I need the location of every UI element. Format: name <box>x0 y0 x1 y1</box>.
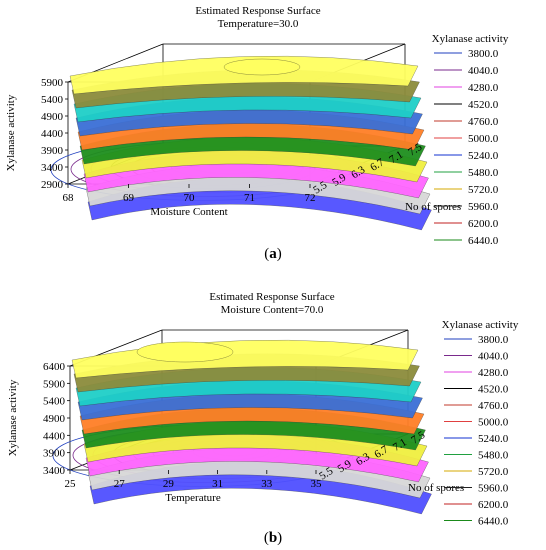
legend-title: Xylanase activity <box>442 319 519 331</box>
y-tick-label: 5400 <box>41 94 64 106</box>
y-tick-label: 2900 <box>41 179 64 191</box>
x-tick-label: 68 <box>63 192 75 204</box>
chart-panel-a: Estimated Response Surface Temperature=30… <box>0 0 546 247</box>
y-tick-label: 4400 <box>43 430 66 442</box>
y-tick-label: 3900 <box>41 145 64 157</box>
x-axis-label: Temperature <box>165 492 221 504</box>
y-tick-label: 6400 <box>43 361 66 373</box>
legend-label: 5480.0 <box>468 167 499 179</box>
legend-label: 4520.0 <box>478 384 509 396</box>
surface-chart-a: Estimated Response SurfaceTemperature=30… <box>5 5 509 247</box>
surface-cap <box>136 341 234 363</box>
chart-subtitle: Temperature=30.0 <box>218 18 299 30</box>
z-axis-label: No of spores <box>405 201 461 213</box>
legend-label: 4760.0 <box>478 400 509 412</box>
chart-panel-b: Estimated Response Surface Moisture Conte… <box>0 286 546 528</box>
x-tick-label: 25 <box>65 478 77 490</box>
x-axis-label: Moisture Content <box>150 206 227 218</box>
x-tick-label: 35 <box>311 478 323 490</box>
surface-band <box>69 55 419 95</box>
y-tick-label: 5900 <box>43 378 66 390</box>
legend-label: 4280.0 <box>478 367 509 379</box>
chart-title: Estimated Response Surface <box>195 5 320 17</box>
legend-label: 3800.0 <box>468 48 499 60</box>
legend-label: 4040.0 <box>468 65 499 77</box>
caption-a: (a) <box>264 246 282 262</box>
y-tick-label: 5900 <box>41 77 64 89</box>
x-tick-label: 69 <box>123 192 135 204</box>
legend-label: 4760.0 <box>468 116 499 128</box>
y-axis-label: Xylanase activity <box>7 379 19 456</box>
caption-b-letter: b <box>268 530 278 546</box>
x-tick-label: 71 <box>244 192 255 204</box>
legend-label: 6200.0 <box>468 218 499 230</box>
x-tick-label: 33 <box>261 478 273 490</box>
legend-label: 3800.0 <box>478 334 509 346</box>
legend-label: 6440.0 <box>478 516 509 528</box>
legend-label: 5960.0 <box>478 483 509 495</box>
legend-label: 6440.0 <box>468 235 499 247</box>
legend-label: 5480.0 <box>478 450 509 462</box>
legend-label: 5960.0 <box>468 201 499 213</box>
legend-label: 6200.0 <box>478 499 509 511</box>
legend-label: 4280.0 <box>468 82 499 94</box>
caption-b: (b) <box>263 530 283 546</box>
y-tick-label: 3400 <box>43 465 66 477</box>
y-axis-label: Xylanase activity <box>5 94 17 171</box>
legend-label: 4520.0 <box>468 99 499 111</box>
legend-label: 5000.0 <box>468 133 499 145</box>
x-tick-label: 27 <box>114 478 126 490</box>
legend-label: 5240.0 <box>468 150 499 162</box>
x-tick-label: 31 <box>212 478 223 490</box>
chart-title: Estimated Response Surface <box>209 291 334 303</box>
legend-label: 5240.0 <box>478 433 509 445</box>
caption-a-letter: a <box>269 246 277 262</box>
y-tick-label: 3900 <box>43 448 66 460</box>
legend-label: 5720.0 <box>478 466 509 478</box>
x-tick-label: 29 <box>163 478 175 490</box>
legend-label: 4040.0 <box>478 351 509 363</box>
z-axis-label: No of spores <box>408 482 464 494</box>
x-tick-label: 70 <box>184 192 196 204</box>
y-tick-label: 4900 <box>43 413 66 425</box>
x-tick-label: 72 <box>305 192 316 204</box>
y-tick-label: 4900 <box>41 111 64 123</box>
legend-label: 5000.0 <box>478 417 509 429</box>
chart-subtitle: Moisture Content=70.0 <box>221 304 324 316</box>
surface-cap <box>223 58 301 76</box>
y-tick-label: 5400 <box>43 396 66 408</box>
y-tick-label: 4400 <box>41 128 64 140</box>
legend-label: 5720.0 <box>468 184 499 196</box>
y-tick-label: 3400 <box>41 162 64 174</box>
legend-title: Xylanase activity <box>432 33 509 45</box>
